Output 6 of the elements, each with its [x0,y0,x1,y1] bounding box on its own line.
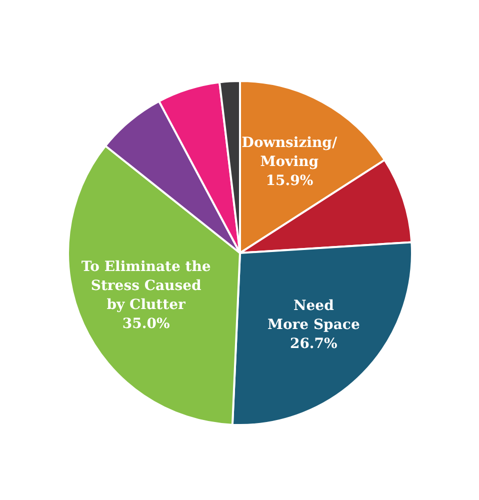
slice-label: To Eliminate the Stress Caused by Clutter [81,258,211,313]
slice-label: Need More Space [267,298,360,333]
data-label: 35.0% [122,316,170,332]
slice-label: Downsizing/ Moving [242,135,338,170]
data-label: 15.9% [266,173,314,190]
data-label: 26.7% [290,336,338,352]
